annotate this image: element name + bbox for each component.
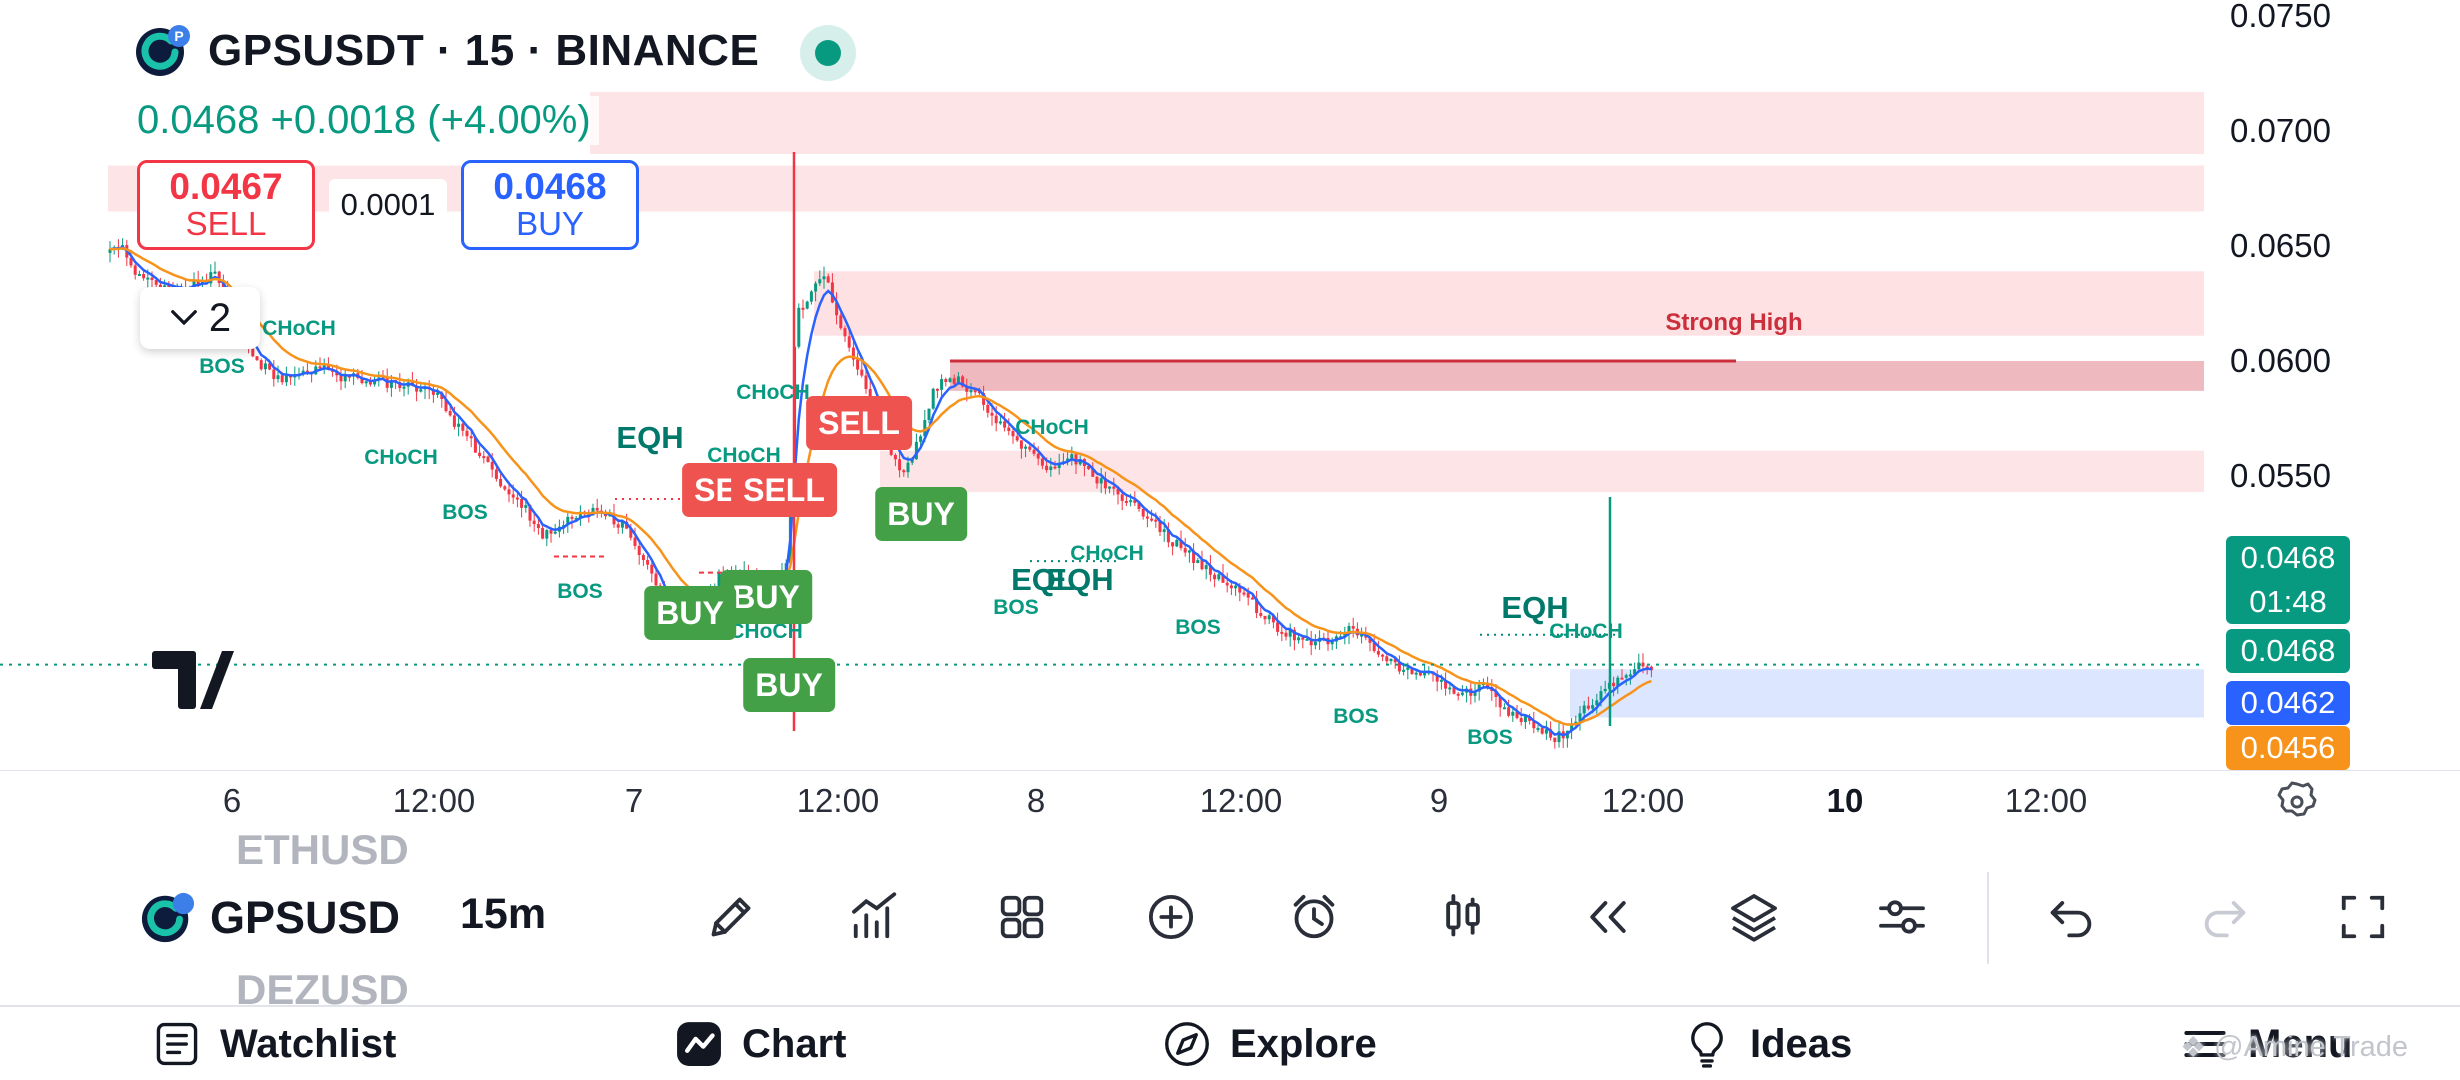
explore-compass-icon [1165, 1022, 1209, 1066]
buy-button[interactable]: 0.0468 BUY [461, 160, 639, 250]
indicators-icon[interactable] [835, 877, 915, 957]
fullscreen-icon[interactable] [2323, 877, 2403, 957]
timeframe-button[interactable]: 15m [460, 890, 547, 938]
undo-icon[interactable] [2031, 877, 2111, 957]
symbol-switcher[interactable]: ETHUSD GPSUSD DEZUSD [140, 830, 450, 1006]
chart-toolbar: ETHUSD GPSUSD DEZUSD 15m [0, 830, 2460, 1006]
symbol-logo-icon: P [134, 22, 192, 80]
layers-icon[interactable] [1714, 877, 1794, 957]
chart-type-candles-icon[interactable] [1423, 877, 1503, 957]
replay-rewind-icon[interactable] [1568, 877, 1648, 957]
sell-price: 0.0467 [169, 166, 283, 208]
buy-label: BUY [516, 205, 584, 243]
price-axis-label: 0.0550 [2230, 457, 2331, 494]
current-price-countdown-tag: 0.0468 01:48 [2226, 536, 2350, 624]
buy-price: 0.0468 [493, 166, 607, 208]
price-axis-label: 0.0700 [2230, 112, 2331, 149]
time-axis-label: 12:00 [796, 781, 880, 819]
nav-chart[interactable]: Chart [672, 1007, 846, 1080]
connection-status-icon[interactable] [800, 25, 856, 81]
price-axis[interactable]: 0.0750 0.0700 0.0650 0.0600 0.0550 0.0468 01:4… [2204, 0, 2460, 770]
nav-menu[interactable]: Menu [2178, 1007, 2352, 1080]
sell-button[interactable]: 0.0467 SELL [137, 160, 315, 250]
svg-text:P: P [174, 28, 183, 44]
symbol-previous[interactable]: ETHUSD [236, 830, 409, 873]
objects-collapse-button[interactable]: 2 [140, 287, 260, 349]
spread-value: 0.0001 [329, 179, 447, 231]
settings-sliders-icon[interactable] [1862, 877, 1942, 957]
layout-grid-icon[interactable] [982, 877, 1062, 957]
symbol-current-row[interactable]: GPSUSD [140, 890, 400, 946]
symbol-next[interactable]: DEZUSD [236, 966, 409, 1006]
price-level-tag: 0.0462 [2226, 681, 2350, 725]
author-watermark: ❖ @Amine Trade [2180, 1031, 2408, 1064]
time-axis-label: 12:00 [392, 781, 476, 819]
price-axis-label: 0.0750 [2230, 0, 2331, 34]
time-axis-label: 12:00 [2004, 781, 2088, 819]
bottom-navigation: Watchlist Chart Explore Ideas [0, 1006, 2460, 1080]
time-axis-label: 8 [1026, 781, 1046, 819]
ideas-lightbulb-icon [1691, 1022, 1723, 1068]
add-icon[interactable] [1131, 877, 1211, 957]
symbol-logo-icon [141, 892, 195, 943]
chart-settings-icon[interactable] [2272, 777, 2322, 827]
nav-explore[interactable]: Explore [1160, 1007, 1377, 1080]
time-axis-label: 12:00 [1601, 781, 1685, 819]
chart-area[interactable]: CHoCH BOS CHoCH BOS BOS CHoCH CHoCH CHoCH CHoCH C… [0, 0, 2460, 830]
alert-clock-icon[interactable] [1274, 877, 1354, 957]
time-axis-label: 9 [1429, 781, 1449, 819]
menu-hamburger-icon [2184, 1031, 2226, 1057]
gem-icon: ❖ [2180, 1032, 2207, 1064]
price-axis-label: 0.0600 [2230, 342, 2331, 379]
price-axis-label: 0.0650 [2230, 227, 2331, 264]
time-axis[interactable]: 6 12:00 7 12:00 8 12:00 9 12:00 10 12:00 [0, 770, 2460, 830]
time-axis-label: 10 [1826, 781, 1864, 819]
price-change-line: 0.0468 +0.0018 (+4.00%) [137, 96, 599, 145]
nav-ideas[interactable]: Ideas [1680, 1007, 1852, 1080]
time-axis-label: 7 [624, 781, 644, 819]
chart-icon [677, 1022, 721, 1066]
tradingview-logo[interactable] [150, 645, 234, 713]
toolbar-divider [1987, 872, 1989, 964]
price-level-tag: 0.0456 [2226, 726, 2350, 770]
draw-icon[interactable] [691, 877, 771, 957]
redo-icon[interactable] [2185, 877, 2265, 957]
price-level-tag: 0.0468 [2226, 629, 2350, 673]
watchlist-icon [156, 1022, 198, 1066]
symbol-current: GPSUSD [210, 892, 401, 943]
chevron-down-icon [171, 310, 197, 326]
time-axis-label: 6 [222, 781, 242, 819]
sell-label: SELL [185, 205, 267, 243]
chart-title[interactable]: GPSUSDT · 15 · BINANCE [208, 26, 760, 75]
collapse-count: 2 [208, 295, 232, 340]
chart-header: P GPSUSDT · 15 · BINANCE [134, 22, 759, 80]
time-axis-label: 12:00 [1199, 781, 1283, 819]
price-chart-canvas[interactable] [0, 0, 2204, 770]
trade-buttons: 0.0467 SELL 0.0001 0.0468 BUY [137, 160, 639, 250]
nav-watchlist[interactable]: Watchlist [150, 1007, 396, 1080]
